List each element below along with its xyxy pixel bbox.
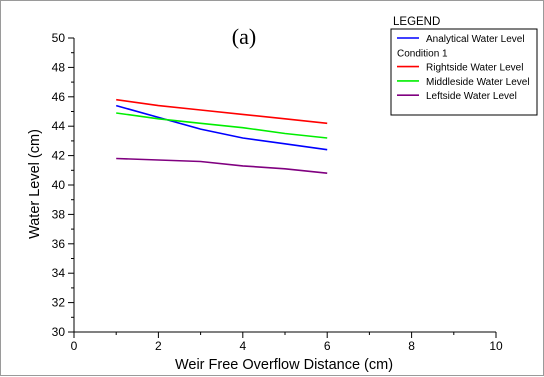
- y-axis-title: Water Level (cm): [27, 129, 43, 239]
- y-tick-label: 34: [52, 266, 66, 280]
- y-tick-label: 38: [52, 207, 66, 221]
- x-tick-label: 6: [324, 339, 331, 353]
- series-line-middleside-water-level: [116, 112, 328, 139]
- legend-box: [390, 28, 538, 116]
- legend-label: Rightside Water Level: [426, 63, 523, 74]
- y-tick-label: 42: [52, 149, 66, 163]
- series-line-analytical-water-level: [115, 104, 328, 151]
- series-line-leftside-water-level: [116, 157, 328, 174]
- x-tick-label: 0: [71, 339, 78, 353]
- y-tick-label: 48: [52, 60, 66, 74]
- y-tick-label: 30: [52, 325, 66, 339]
- legend-label: Middleside Water Level: [426, 77, 530, 88]
- legend-label: Leftside Water Level: [426, 91, 517, 102]
- y-tick-label: 40: [52, 178, 66, 192]
- x-tick-label: 8: [408, 339, 415, 353]
- x-tick-label: 4: [239, 339, 246, 353]
- x-tick-label: 10: [489, 339, 503, 353]
- legend-label: Analytical Water Level: [426, 34, 525, 45]
- y-tick-label: 32: [52, 296, 66, 310]
- y-tick-label: 44: [52, 119, 66, 133]
- legend-title: LEGEND: [393, 16, 440, 28]
- legend-group-label: Condition 1: [397, 48, 448, 59]
- x-tick-label: 2: [155, 339, 162, 353]
- x-axis-title: Weir Free Overflow Distance (cm): [175, 357, 393, 373]
- legend: LEGEND Analytical Water Level Condition 1…: [390, 16, 538, 116]
- series-line-rightside-water-level: [116, 98, 328, 125]
- panel-label: (a): [232, 24, 256, 49]
- y-tick-label: 50: [52, 31, 66, 45]
- y-tick-label: 36: [52, 237, 66, 251]
- y-tick-label: 46: [52, 90, 66, 104]
